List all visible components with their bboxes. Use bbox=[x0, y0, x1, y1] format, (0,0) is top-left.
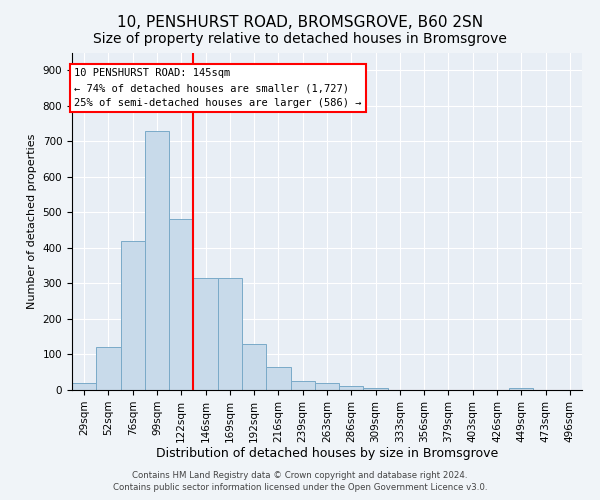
Y-axis label: Number of detached properties: Number of detached properties bbox=[27, 134, 37, 309]
Text: 10, PENSHURST ROAD, BROMSGROVE, B60 2SN: 10, PENSHURST ROAD, BROMSGROVE, B60 2SN bbox=[117, 15, 483, 30]
Bar bbox=[266, 367, 290, 390]
Text: Size of property relative to detached houses in Bromsgrove: Size of property relative to detached ho… bbox=[93, 32, 507, 46]
Bar bbox=[96, 348, 121, 390]
Bar bbox=[315, 383, 339, 390]
Bar bbox=[145, 130, 169, 390]
Bar bbox=[218, 278, 242, 390]
Bar bbox=[242, 344, 266, 390]
Text: Contains HM Land Registry data © Crown copyright and database right 2024.
Contai: Contains HM Land Registry data © Crown c… bbox=[113, 471, 487, 492]
Text: 10 PENSHURST ROAD: 145sqm
← 74% of detached houses are smaller (1,727)
25% of se: 10 PENSHURST ROAD: 145sqm ← 74% of detac… bbox=[74, 68, 362, 108]
Bar bbox=[169, 220, 193, 390]
Bar bbox=[72, 383, 96, 390]
X-axis label: Distribution of detached houses by size in Bromsgrove: Distribution of detached houses by size … bbox=[156, 448, 498, 460]
Bar bbox=[290, 381, 315, 390]
Bar bbox=[509, 388, 533, 390]
Bar bbox=[193, 278, 218, 390]
Bar bbox=[121, 241, 145, 390]
Bar bbox=[339, 386, 364, 390]
Bar bbox=[364, 388, 388, 390]
